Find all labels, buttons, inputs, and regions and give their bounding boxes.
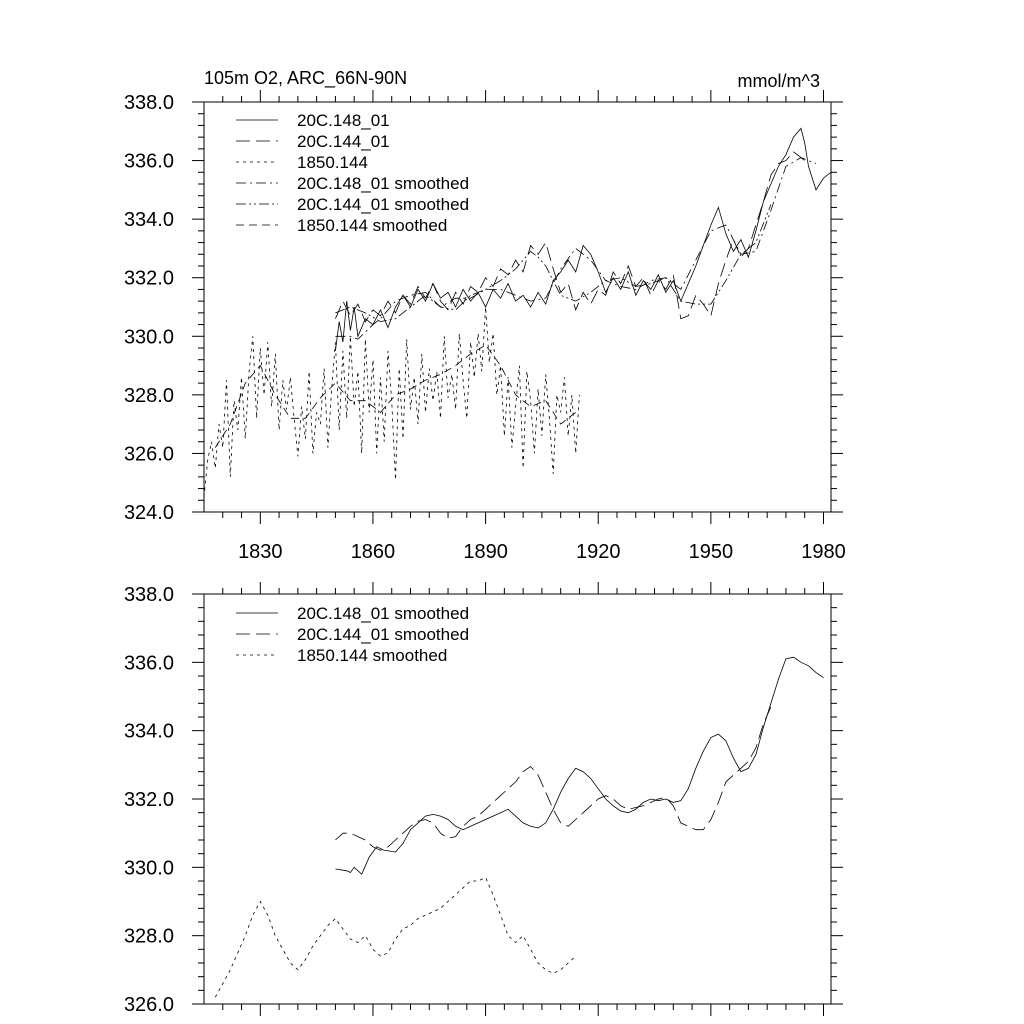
x-tick-label: 1920 <box>576 541 621 563</box>
y-tick-label: 330.0 <box>124 326 174 348</box>
chart-title: 105m O2, ARC_66N-90N <box>204 68 407 89</box>
y-tick-label: 326.0 <box>124 994 174 1016</box>
y-tick-label: 328.0 <box>124 926 174 948</box>
y-tick-label: 338.0 <box>124 92 174 114</box>
y-tick-label: 324.0 <box>124 502 174 524</box>
y-tick-label: 330.0 <box>124 857 174 879</box>
units-label: mmol/m^3 <box>738 71 820 91</box>
y-tick-label: 336.0 <box>124 652 174 674</box>
legend-label: 1850.144 smoothed <box>297 216 447 235</box>
x-tick-label: 1860 <box>351 541 396 563</box>
y-tick-label: 332.0 <box>124 789 174 811</box>
series-line-20c-144-01-smoothed <box>335 204 772 323</box>
legend-label: 20C.144_01 smoothed <box>297 195 469 214</box>
y-tick-label: 334.0 <box>124 721 174 743</box>
series-line-20c-148-01-smoothed <box>335 656 824 875</box>
legend-label: 20C.148_01 <box>297 111 390 130</box>
series-line-20c-144-01 <box>335 151 809 323</box>
plot-frame <box>203 101 832 513</box>
series-line-1850-144-smoothed <box>214 877 576 998</box>
legend-label: 20C.144_01 smoothed <box>297 625 469 644</box>
top-panel: 1830 1860 1890 1920 1950 1980 324.0 326.0 328.0 3… <box>124 90 846 563</box>
x-tick-label: 1980 <box>801 541 846 563</box>
x-tick-label: 1950 <box>689 541 734 563</box>
legend-label: 20C.148_01 smoothed <box>297 604 469 623</box>
legend-label: 1850.144 <box>297 153 368 172</box>
y-tick-label: 334.0 <box>124 209 174 231</box>
x-tick-label: 1890 <box>463 541 508 563</box>
series-line-1850-144-smoothed <box>214 344 576 448</box>
series-line-1850-144 <box>204 306 580 498</box>
legend-label: 1850.144 smoothed <box>297 646 447 665</box>
legend-label: 20C.148_01 smoothed <box>297 174 469 193</box>
legend-label: 20C.144_01 <box>297 132 390 151</box>
y-tick-label: 326.0 <box>124 443 174 465</box>
y-tick-label: 328.0 <box>124 385 174 407</box>
series-line-20c-144-01-smoothed <box>335 706 772 851</box>
y-tick-label: 336.0 <box>124 151 174 173</box>
x-tick-label: 1830 <box>238 541 283 563</box>
y-tick-label: 332.0 <box>124 268 174 290</box>
bottom-panel: 326.0 328.0 330.0 332.0 334.0 336.0 338.0 20C.1… <box>124 582 843 1016</box>
y-tick-label: 338.0 <box>124 584 174 606</box>
series-line-20c-148-01-smoothed <box>335 157 817 340</box>
